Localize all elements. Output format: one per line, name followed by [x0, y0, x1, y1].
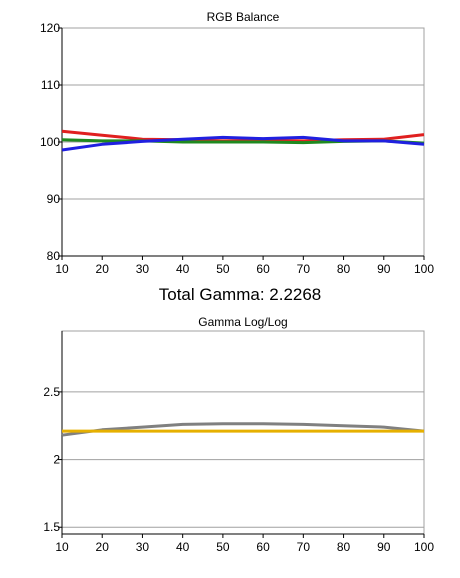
x-tick-label: 50 [216, 540, 230, 554]
x-tick-label: 20 [96, 540, 110, 554]
x-tick-label: 40 [176, 540, 190, 554]
x-tick-label: 90 [377, 540, 391, 554]
y-tick-label: 1.5 [43, 520, 60, 534]
x-tick-label: 60 [256, 540, 270, 554]
rgb-balance-chart: RGB Balance 80 90 100 110 120 10 20 30 40 50 60 70 80… [40, 10, 434, 276]
x-tick-label: 10 [55, 262, 69, 276]
series-line-0 [61, 422, 425, 437]
gamma-log-log-chart: Gamma Log/Log 1.5 2 2.5 10 20 30 40 50 60 70 80 90 10… [43, 315, 434, 554]
x-tick-label: 100 [414, 262, 434, 276]
x-tick-label: 80 [337, 540, 351, 554]
x-tick-label: 70 [297, 540, 311, 554]
x-tick-label: 20 [96, 262, 110, 276]
x-tick-label: 80 [337, 262, 351, 276]
y-tick-label: 2 [53, 453, 60, 467]
y-tick-label: 2.5 [43, 385, 60, 399]
y-tick-label: 100 [40, 135, 60, 149]
x-tick-label: 50 [216, 262, 230, 276]
series-line-2 [61, 135, 425, 152]
x-tick-label: 90 [377, 262, 391, 276]
chart-title: Gamma Log/Log [198, 315, 287, 329]
x-tick-label: 70 [297, 262, 311, 276]
y-tick-label: 120 [40, 21, 60, 35]
total-gamma-caption: Total Gamma: 2.2268 [159, 285, 322, 304]
x-tick-label: 60 [256, 262, 270, 276]
y-tick-label: 90 [47, 192, 61, 206]
x-tick-label: 30 [136, 262, 150, 276]
x-tick-label: 40 [176, 262, 190, 276]
chart-title: RGB Balance [207, 10, 280, 24]
x-tick-label: 10 [55, 540, 69, 554]
x-tick-label: 100 [414, 540, 434, 554]
x-tick-label: 30 [136, 540, 150, 554]
y-tick-label: 80 [47, 249, 61, 263]
y-tick-label: 110 [41, 78, 60, 92]
